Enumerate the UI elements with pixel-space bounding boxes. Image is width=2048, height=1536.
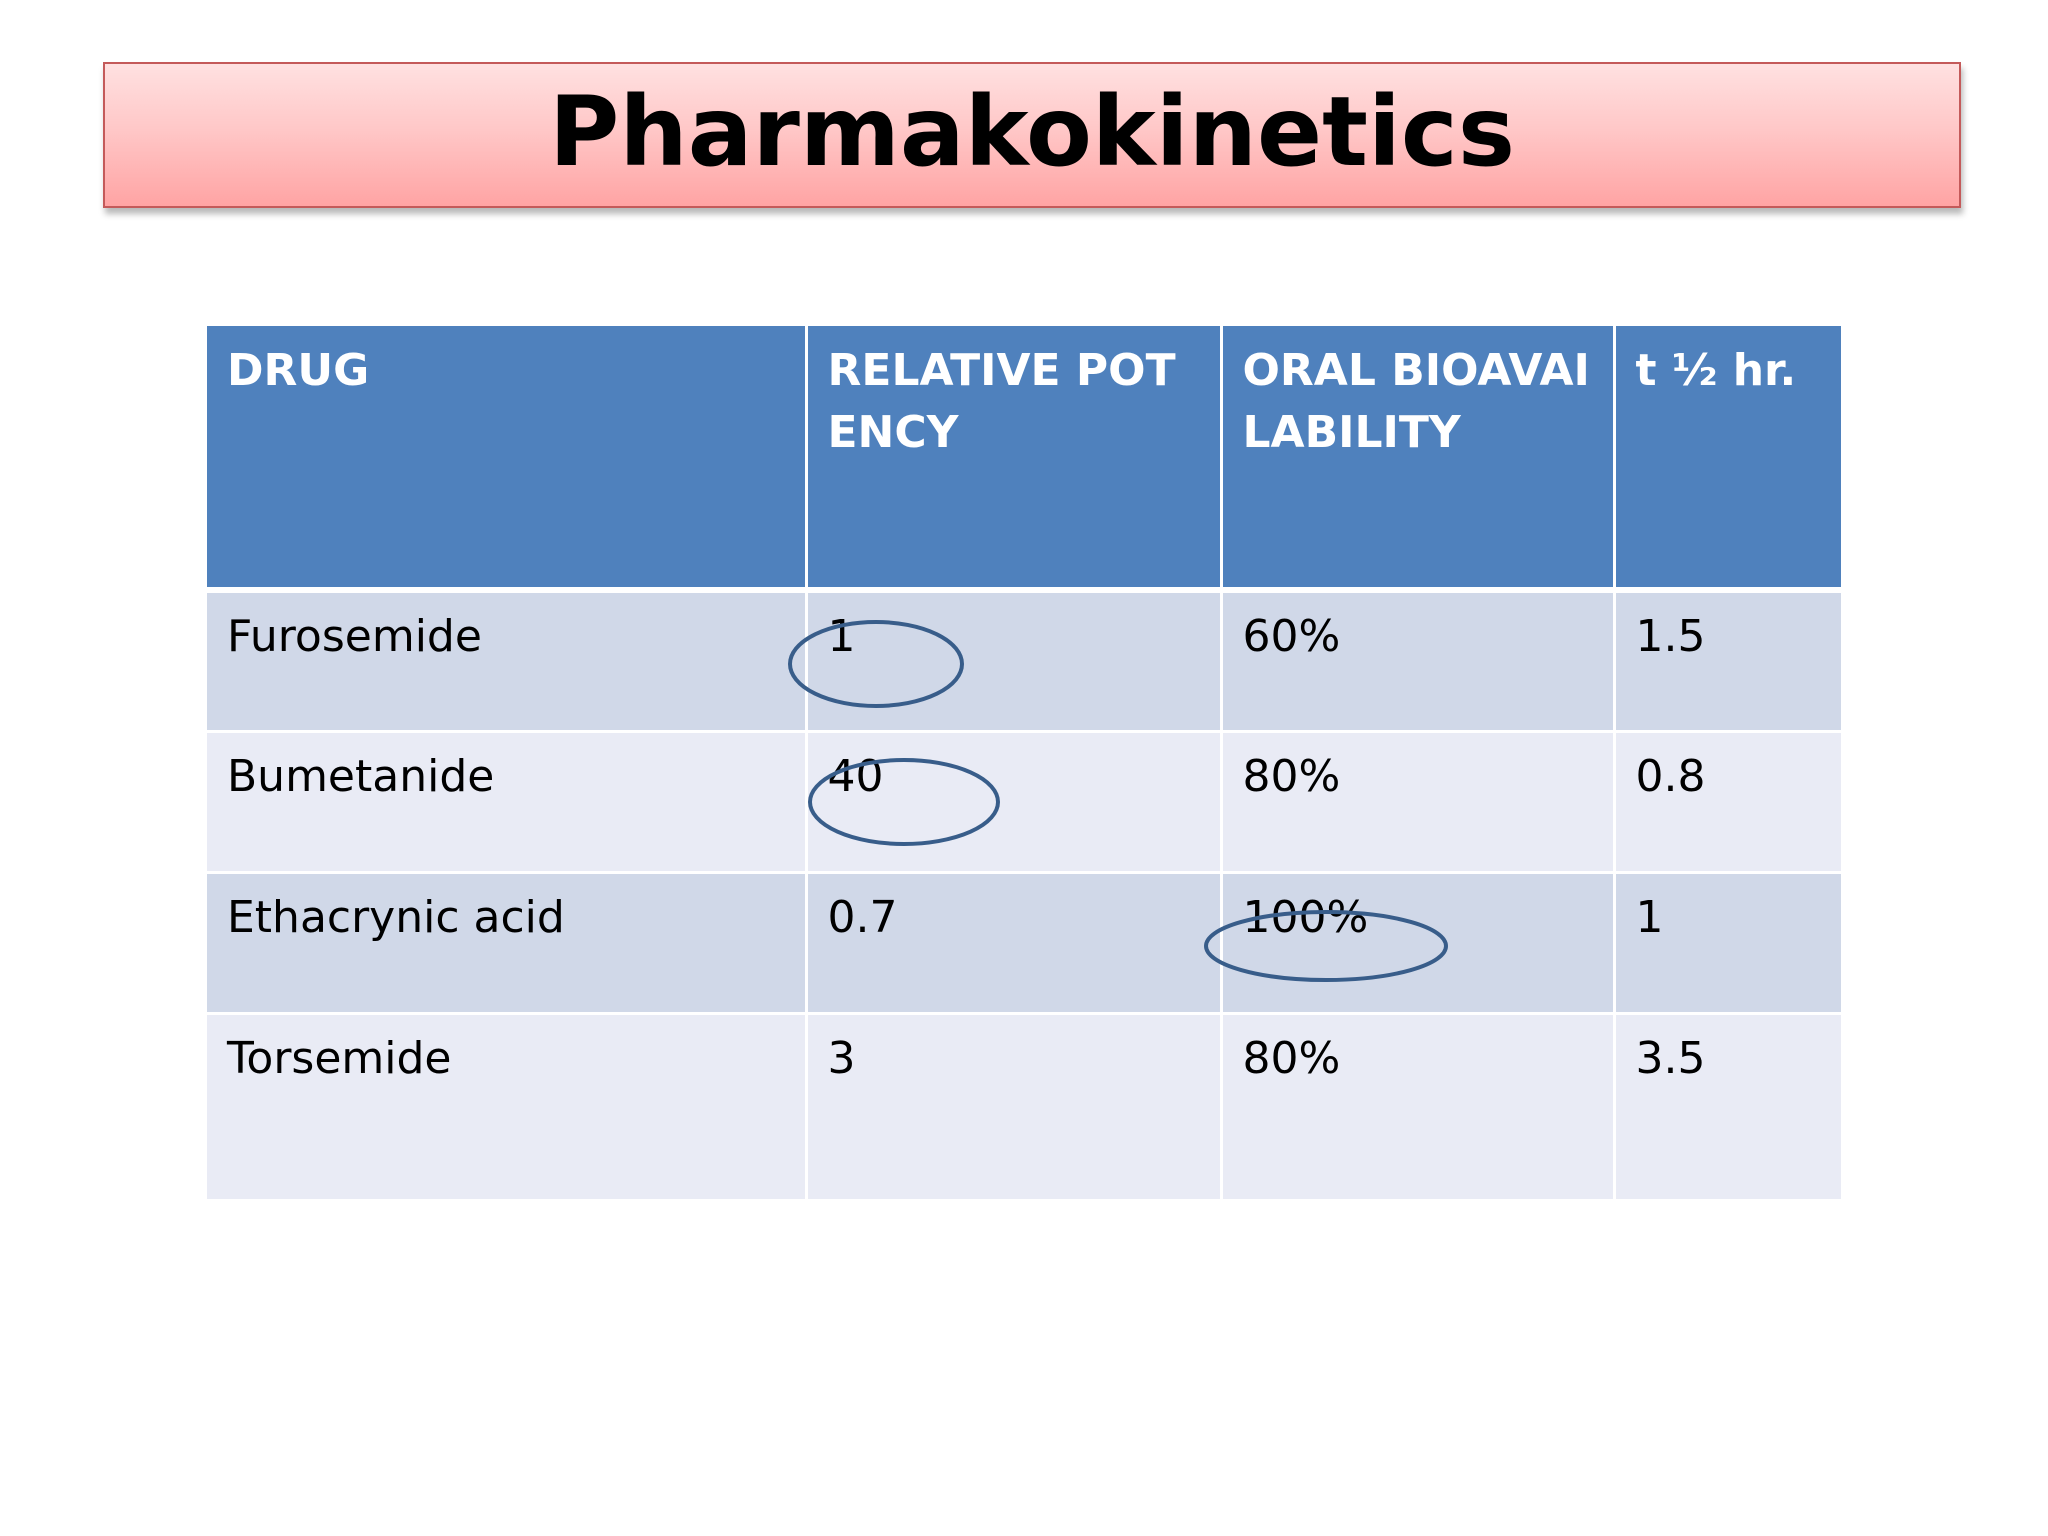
header-half-life: t ½ hr.	[1614, 326, 1841, 593]
cell-half-life: 3.5	[1614, 1013, 1841, 1202]
header-oral-bioavailability: ORAL BIOAVAILABILITY	[1221, 326, 1616, 593]
cell-relative-potency: 40	[806, 731, 1223, 874]
header-relative-potency: RELATIVE POTENCY	[806, 326, 1223, 593]
cell-half-life: 0.8	[1614, 731, 1841, 874]
table-row: Torsemide 3 80% 3.5	[207, 1013, 1841, 1202]
header-drug: DRUG	[207, 326, 808, 593]
cell-drug: Bumetanide	[207, 731, 808, 874]
table-row: Bumetanide 40 80% 0.8	[207, 731, 1841, 874]
cell-relative-potency: 1	[806, 590, 1223, 733]
cell-oral-bioavailability: 80%	[1221, 1013, 1616, 1202]
cell-relative-potency: 0.7	[806, 872, 1223, 1015]
cell-drug: Ethacrynic acid	[207, 872, 808, 1015]
cell-half-life: 1	[1614, 872, 1841, 1015]
cell-relative-potency: 3	[806, 1013, 1223, 1202]
cell-oral-bioavailability: 80%	[1221, 731, 1616, 874]
pharmacokinetics-table: DRUG RELATIVE POTENCY ORAL BIOAVAILABILI…	[207, 326, 1841, 1202]
table-row: Furosemide 1 60% 1.5	[207, 590, 1841, 733]
table-row: Ethacrynic acid 0.7 100% 1	[207, 872, 1841, 1015]
cell-drug: Furosemide	[207, 590, 808, 733]
table-header-row: DRUG RELATIVE POTENCY ORAL BIOAVAILABILI…	[207, 326, 1841, 593]
title-banner: Pharmakokinetics	[103, 62, 1961, 208]
slide-title: Pharmakokinetics	[549, 76, 1515, 188]
cell-oral-bioavailability: 60%	[1221, 590, 1616, 733]
pharmacokinetics-table-wrap: DRUG RELATIVE POTENCY ORAL BIOAVAILABILI…	[207, 326, 1841, 1218]
cell-half-life: 1.5	[1614, 590, 1841, 733]
cell-drug: Torsemide	[207, 1013, 808, 1202]
cell-oral-bioavailability: 100%	[1221, 872, 1616, 1015]
